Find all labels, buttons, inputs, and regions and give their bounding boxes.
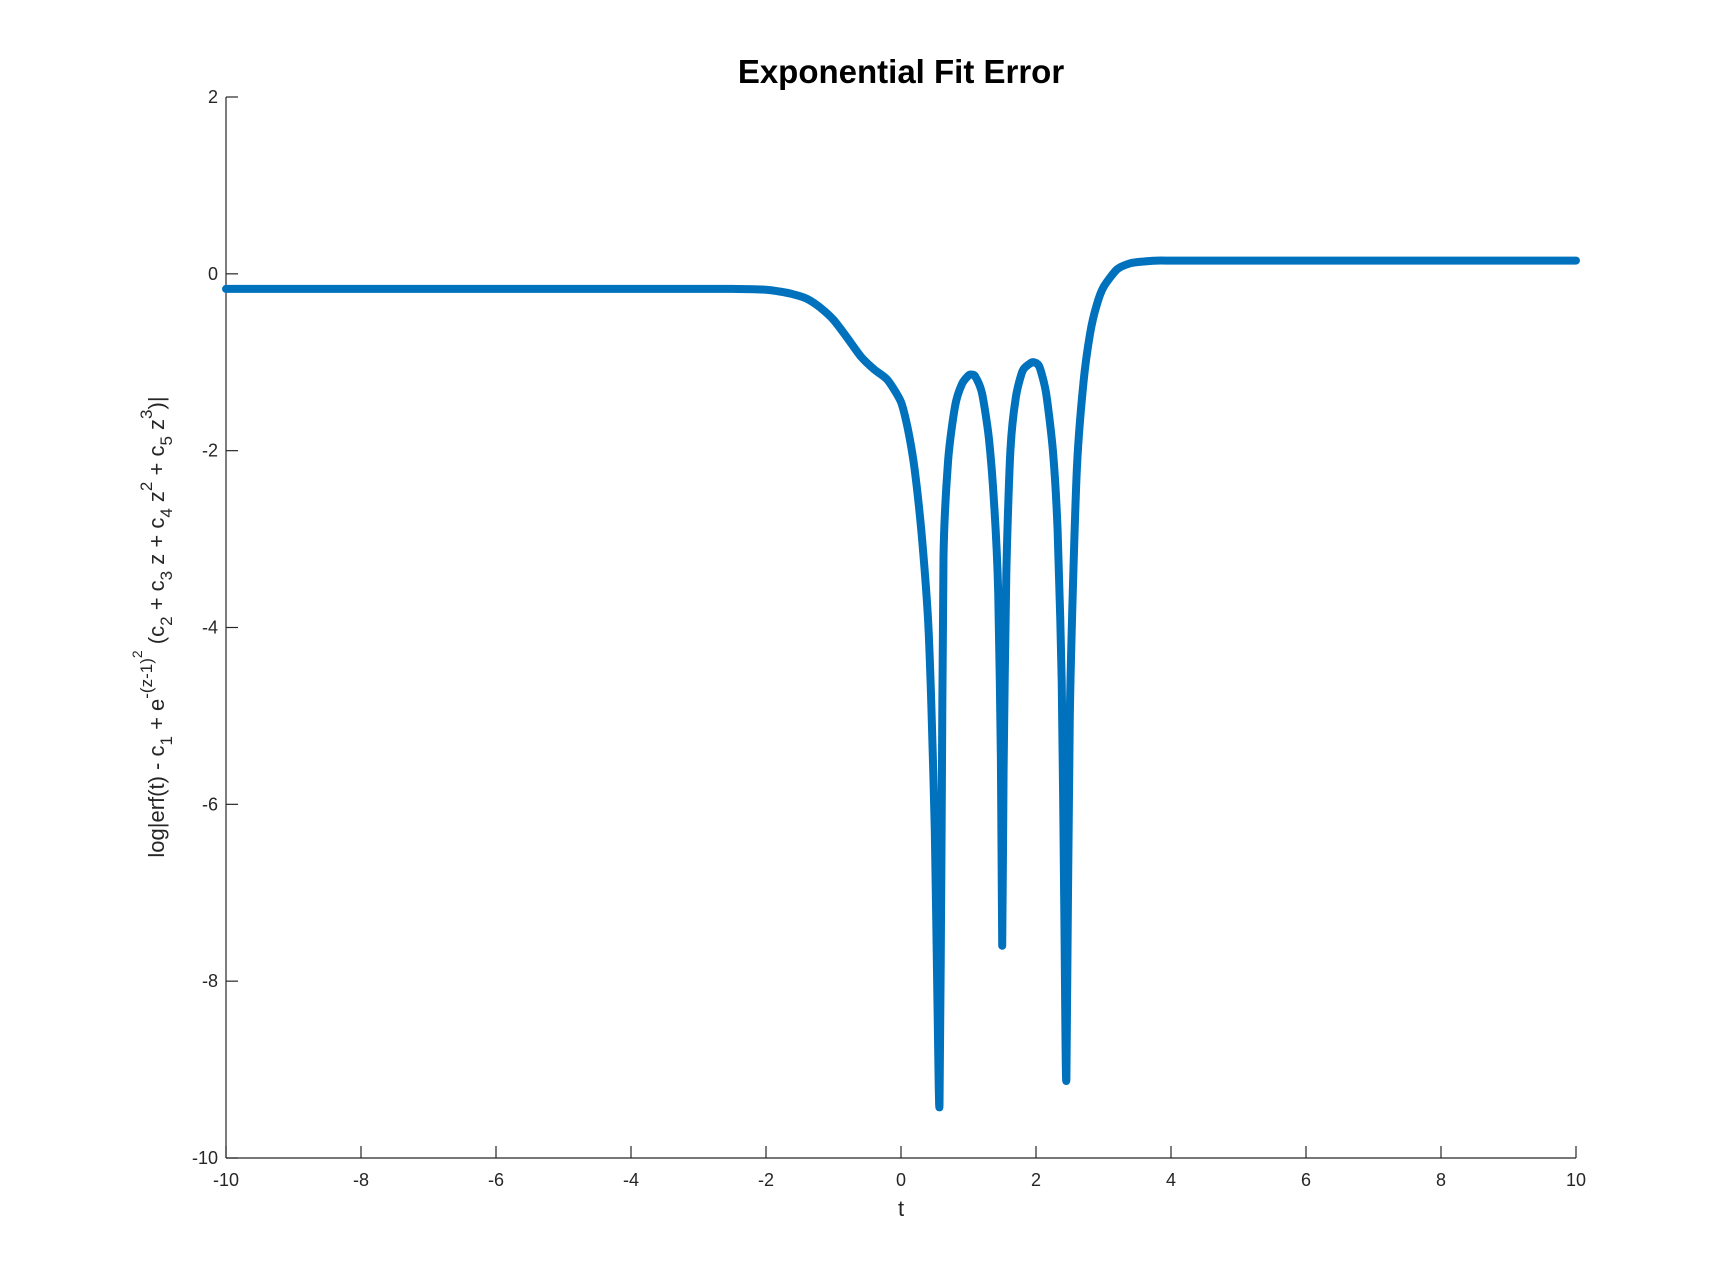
x-tick-label: 8 <box>1436 1170 1446 1190</box>
y-axis-label: log|erf(t) - c1 + e-(z-1)2 (c2 + c3 z + … <box>129 396 176 857</box>
y-tick-label: 0 <box>208 264 218 284</box>
x-tick-label: 2 <box>1031 1170 1041 1190</box>
y-axis-label-part: 5 <box>157 436 176 445</box>
y-axis-label-part: )| <box>144 396 169 409</box>
y-tick-label: -4 <box>202 618 218 638</box>
y-axis-label-part: 2 <box>137 482 156 491</box>
chart-title: Exponential Fit Error <box>738 53 1065 90</box>
x-tick-label: -4 <box>623 1170 639 1190</box>
y-tick-label: -8 <box>202 971 218 991</box>
y-axis-label-part: z <box>144 491 169 508</box>
y-axis-label-part: z <box>144 419 169 436</box>
x-tick-label: 6 <box>1301 1170 1311 1190</box>
x-tick-label: 0 <box>896 1170 906 1190</box>
y-axis-label-part: (c <box>144 626 169 650</box>
y-tick-label: -10 <box>192 1148 218 1168</box>
x-tick-label: -8 <box>353 1170 369 1190</box>
series-line <box>222 256 1580 1112</box>
y-axis-label-part: 3 <box>157 571 176 580</box>
y-axis-label-part: z + c <box>144 518 169 571</box>
y-tick-label: -2 <box>202 441 218 461</box>
y-axis-label-part: 2 <box>157 616 176 625</box>
x-tick-label: -10 <box>213 1170 239 1190</box>
x-tick-label: -6 <box>488 1170 504 1190</box>
x-tick-label: -2 <box>758 1170 774 1190</box>
series-layer <box>222 256 1580 1112</box>
y-axis-label-part: 2 <box>129 650 145 658</box>
y-axis-label-part: + c <box>144 580 169 616</box>
y-axis-label-part: -(z-1) <box>137 658 156 699</box>
y-axis-label-part: log|erf(t) - c <box>144 746 169 858</box>
x-axis-ticks: -10 -8 -6 -4 -2 0 2 4 6 8 10 <box>213 1146 1586 1190</box>
y-axis-label-part: 1 <box>157 736 176 745</box>
y-axis-label-part: + e <box>144 699 169 736</box>
x-axis-label: t <box>898 1196 904 1221</box>
y-tick-label: 2 <box>208 87 218 107</box>
x-tick-label: 4 <box>1166 1170 1176 1190</box>
y-axis-label-part: + c <box>144 446 169 482</box>
y-tick-label: -6 <box>202 794 218 814</box>
x-tick-label: 10 <box>1566 1170 1586 1190</box>
y-axis-ticks: -10 -8 -6 -4 -2 0 2 <box>192 87 238 1168</box>
y-axis-label-part: 4 <box>157 508 176 517</box>
y-axis-label-part: 3 <box>137 409 156 418</box>
